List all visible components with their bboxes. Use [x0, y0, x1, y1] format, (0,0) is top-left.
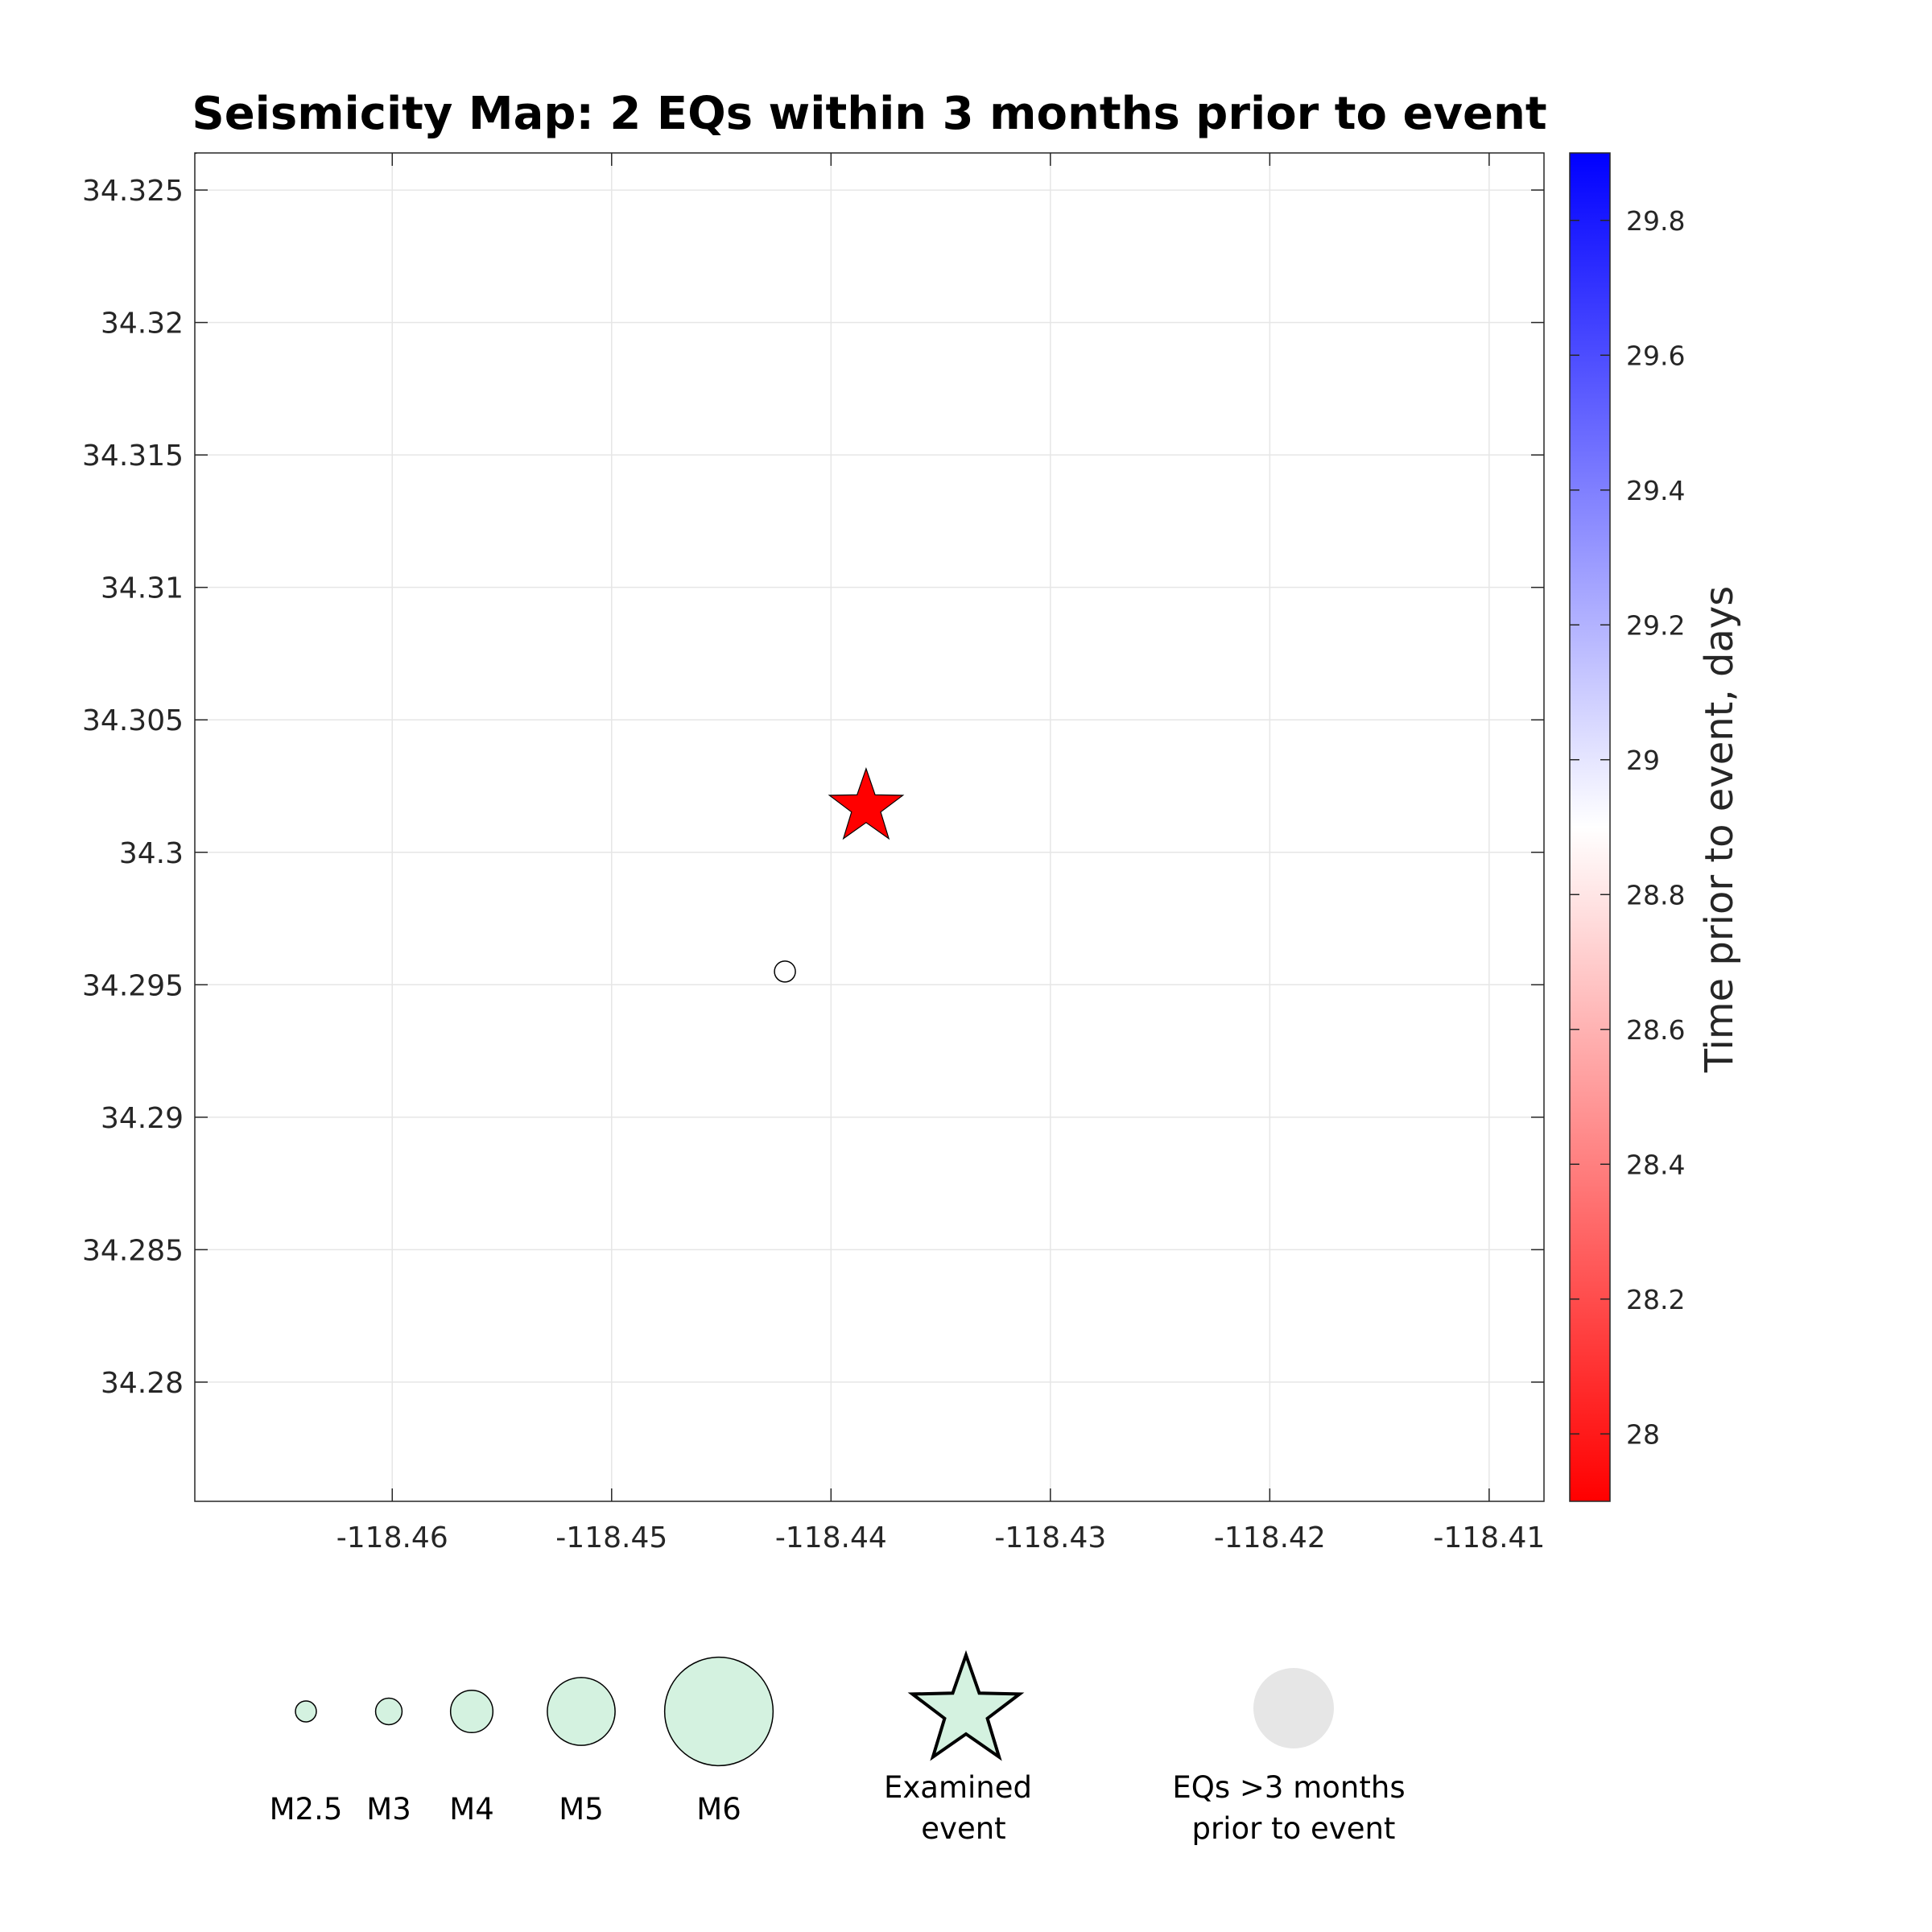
colorbar-tick-label: 28.6: [1626, 1014, 1685, 1046]
y-tick-label: 34.31: [101, 572, 184, 605]
axis-tick-marks: [195, 153, 1544, 1501]
legend-size-circle: [374, 1697, 403, 1726]
y-tick-label: 34.29: [101, 1102, 184, 1135]
colorbar-ticks: 28 28.2 28.4 28.6 28.8 29 29.2 29.4 29.6 29.8: [1570, 205, 1685, 1450]
y-tick-label: 34.315: [82, 440, 184, 473]
legend-examined-event: Examined event: [884, 1649, 1032, 1846]
examined-event-layer: [828, 766, 905, 840]
colorbar-tick-label: 29.8: [1626, 205, 1685, 237]
y-tick-label: 34.285: [82, 1234, 184, 1267]
legend-older-line2: prior to event: [1192, 1811, 1396, 1846]
legend-size-circle: [547, 1677, 616, 1746]
colorbar-tick-label: 28.2: [1626, 1284, 1685, 1315]
legend-size-label: M5: [559, 1792, 603, 1827]
colorbar-tick-label: 28.8: [1626, 879, 1685, 910]
earthquake-marker: [774, 960, 796, 983]
plot-area: [194, 152, 1545, 1502]
legend-star-icon: [907, 1649, 1025, 1761]
y-tick-label: 34.325: [82, 175, 184, 208]
legend-older-circle-icon: [1253, 1668, 1334, 1748]
x-tick-label: -118.44: [775, 1521, 887, 1554]
colorbar-gradient: [1569, 152, 1611, 1502]
legend-examined-line2: event: [921, 1811, 1005, 1846]
legend-examined-line1: Examined: [884, 1770, 1032, 1805]
x-tick-label: -118.43: [994, 1521, 1106, 1554]
colorbar-tick-label: 29: [1626, 745, 1660, 776]
colorbar-tick-label: 28: [1626, 1418, 1660, 1450]
legend-size-circle: [295, 1700, 317, 1723]
y-axis-tick-labels: 34.28 34.285 34.29 34.295 34.3 34.305 34.31 34.…: [82, 175, 184, 1400]
legend: M2.5 M3 M4 M5 M6 Examined event EQs >3 month…: [270, 1649, 1406, 1846]
grid-lines: [195, 153, 1544, 1501]
y-tick-label: 34.3: [119, 837, 184, 870]
legend-older-line1: EQs >3 months: [1172, 1770, 1405, 1805]
colorbar: 28 28.2 28.4 28.6 28.8 29 29.2 29.4 29.6 29.8 Tim…: [1569, 152, 1742, 1502]
x-tick-label: -118.41: [1433, 1521, 1545, 1554]
plot-background: [195, 153, 1544, 1501]
examined-event-star: [828, 766, 905, 840]
legend-size-circle: [663, 1656, 774, 1767]
legend-size-label: M3: [366, 1792, 411, 1827]
legend-size-circle: [449, 1689, 494, 1734]
legend-size-label: M4: [449, 1792, 493, 1827]
earthquake-markers: [774, 960, 796, 983]
plot-frame: [194, 152, 1545, 1502]
y-tick-label: 34.28: [101, 1367, 184, 1400]
y-tick-label: 34.32: [101, 308, 184, 341]
y-tick-label: 34.305: [82, 704, 184, 737]
y-tick-label: 34.295: [82, 969, 184, 1002]
x-axis-tick-labels: -118.46 -118.45 -118.44 -118.43 -118.42 -118.…: [336, 1521, 1546, 1554]
colorbar-tick-label: 29.4: [1626, 475, 1685, 506]
chart-title: Seismicity Map: 2 EQs within 3 months pr…: [192, 88, 1546, 140]
colorbar-tick-label: 29.2: [1626, 609, 1685, 641]
colorbar-label: Time prior to event, days: [1697, 586, 1742, 1074]
legend-size-label: M2.5: [270, 1792, 343, 1827]
fault-traces: [195, 153, 199, 155]
legend-size-label: M6: [696, 1792, 741, 1827]
colorbar-tick-label: 29.6: [1626, 340, 1685, 371]
colorbar-tick-label: 28.4: [1626, 1149, 1685, 1180]
x-tick-label: -118.45: [555, 1521, 667, 1554]
x-tick-label: -118.42: [1214, 1521, 1326, 1554]
legend-older-events: EQs >3 months prior to event: [1172, 1668, 1406, 1846]
x-tick-label: -118.46: [336, 1521, 448, 1554]
fault-trace-line: [195, 153, 199, 155]
legend-magnitude-sizes: M2.5 M3 M4 M5 M6: [270, 1656, 774, 1827]
